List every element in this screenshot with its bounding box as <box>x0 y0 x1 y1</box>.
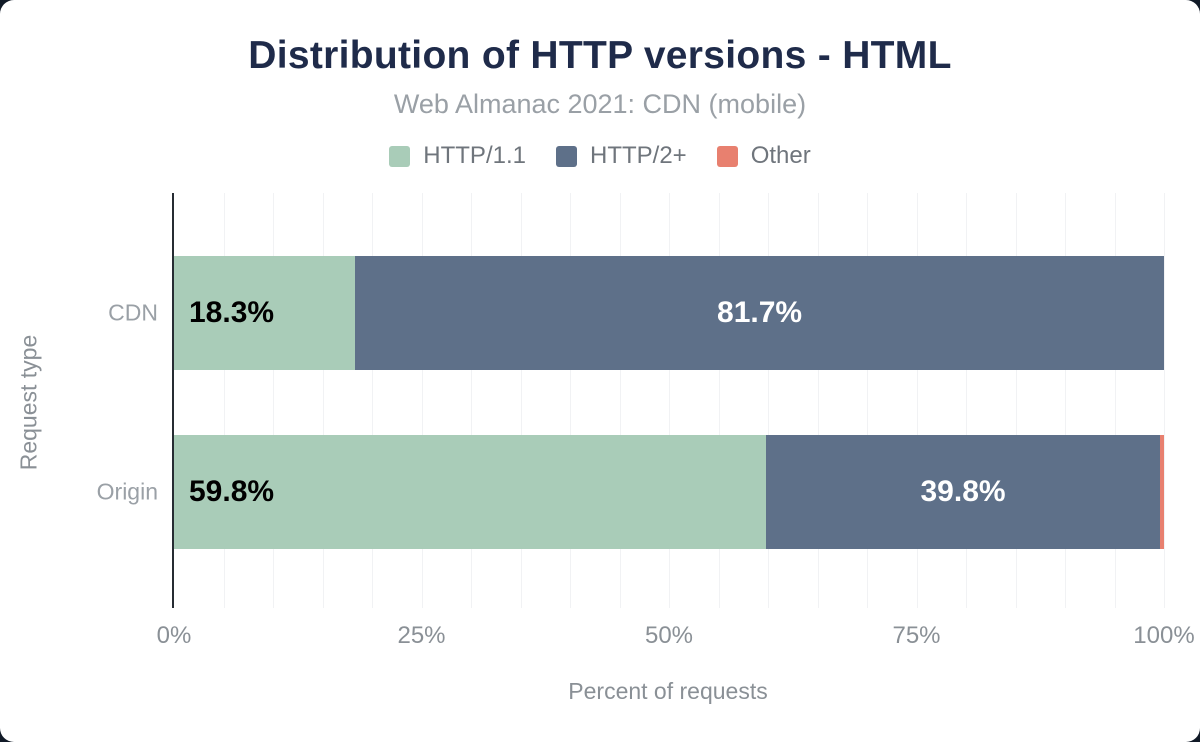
category-label-cdn: CDN <box>108 299 158 326</box>
legend-label: HTTP/1.1 <box>423 142 526 169</box>
gridline <box>718 193 720 608</box>
legend-item-other: Other <box>716 142 811 170</box>
plot-area: 18.3% 81.7% CDN 59.8% 39.8% Origin 0% 25% 50% 75%… <box>97 193 1195 649</box>
gridline <box>916 193 918 608</box>
plot: 18.3% 81.7% CDN 59.8% 39.8% Origin 0% 25% 50% 75%… <box>16 193 1195 704</box>
legend-swatch-other <box>716 145 738 167</box>
gridline <box>273 193 274 608</box>
gridline <box>1065 193 1066 608</box>
y-axis-line <box>172 193 174 608</box>
bar-segment-origin-other <box>1160 435 1164 549</box>
gridline <box>619 193 621 608</box>
legend-item-http-2: HTTP/2+ <box>555 142 687 170</box>
chart-subtitle: Web Almanac 2021: CDN (mobile) <box>393 89 807 119</box>
gridline <box>322 193 324 608</box>
gridline <box>669 193 670 608</box>
legend-label: HTTP/2+ <box>589 142 687 169</box>
bar-segment-cdn-http-2: 81.7% <box>355 256 1164 370</box>
bar-segment-origin-http-1-1: 59.8% <box>174 435 767 549</box>
bar-value-label: 59.8% <box>189 475 275 508</box>
gridline <box>372 193 373 608</box>
gridline <box>471 193 472 608</box>
bar-value-label: 81.7% <box>717 296 803 329</box>
legend: HTTP/1.1 HTTP/2+ Other <box>0 142 1200 170</box>
x-tick-25: 25% <box>397 622 446 649</box>
gridline <box>817 193 819 608</box>
gridline <box>768 193 769 608</box>
bar-row-cdn: 18.3% 81.7% <box>174 256 1164 370</box>
legend-swatch-http-1-1 <box>389 145 411 167</box>
legend-swatch-http-2 <box>555 145 577 167</box>
category-label-origin: Origin <box>96 478 158 505</box>
x-axis-title: Percent of requests <box>568 678 768 704</box>
legend-item-http-1-1: HTTP/1.1 <box>389 142 526 170</box>
x-tick-100: 100% <box>1133 622 1195 649</box>
gridline <box>867 193 868 608</box>
x-tick-75: 75% <box>892 622 941 649</box>
gridline <box>1164 193 1165 608</box>
bar-segment-origin-http-2: 39.8% <box>766 435 1161 549</box>
gridline <box>1114 193 1116 608</box>
y-axis-title: Request type <box>15 334 42 471</box>
chart-title: Distribution of HTTP versions - HTML <box>248 34 952 77</box>
x-tick-50: 50% <box>644 622 694 649</box>
gridline <box>520 193 522 608</box>
bar-value-label: 39.8% <box>920 475 1006 508</box>
gridline <box>570 193 571 608</box>
gridline <box>1015 193 1017 608</box>
legend-label: Other <box>750 142 811 169</box>
bar-row-origin: 59.8% 39.8% <box>174 435 1164 549</box>
gridline <box>421 193 423 608</box>
gridline <box>223 193 225 608</box>
x-tick-0: 0% <box>156 622 192 649</box>
bar-segment-cdn-http-1-1: 18.3% <box>174 256 356 370</box>
gridline <box>966 193 967 608</box>
bar-value-label: 18.3% <box>189 296 275 329</box>
